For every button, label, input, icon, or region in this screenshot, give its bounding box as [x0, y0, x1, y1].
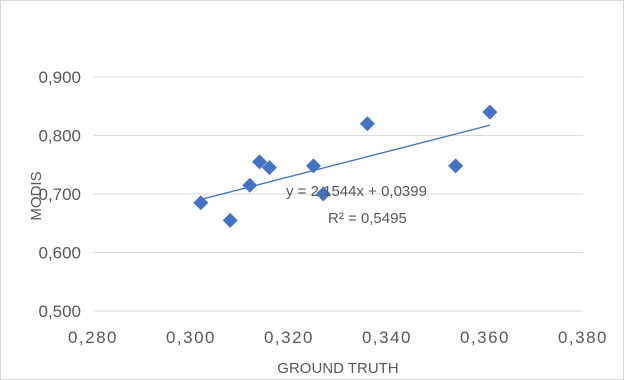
data-point — [482, 104, 498, 120]
data-point — [252, 154, 268, 170]
data-point — [222, 212, 238, 228]
y-tick-label: 0,800 — [38, 127, 81, 146]
y-axis-ticks: 0,500 0,600 0,700 0,800 0,900 — [38, 68, 81, 321]
y-tick-label: 0,600 — [38, 244, 81, 263]
x-tick-label: 0,280 — [68, 328, 118, 347]
data-point — [448, 158, 464, 174]
data-point — [306, 158, 321, 174]
y-axis-title: MODIS — [28, 171, 45, 220]
gridlines — [93, 76, 583, 312]
x-tick-label: 0,360 — [460, 328, 510, 347]
data-point — [359, 116, 375, 132]
data-point — [315, 186, 331, 202]
data-point — [242, 177, 258, 193]
x-tick-label: 0,340 — [362, 328, 412, 347]
y-tick-label: 0,500 — [38, 302, 81, 321]
x-tick-label: 0,320 — [264, 328, 314, 347]
data-points — [193, 104, 498, 228]
y-tick-label: 0,700 — [38, 185, 81, 204]
data-point — [261, 160, 277, 176]
x-tick-label: 0,380 — [558, 328, 608, 347]
trendline-equation: y = 2,1544x + 0,0399 — [286, 183, 427, 200]
y-tick-label: 0,900 — [38, 68, 81, 87]
x-tick-label: 0,300 — [166, 328, 216, 347]
x-axis-title: GROUND TRUTH — [277, 360, 398, 377]
trendline-r-squared: R² = 0,5495 — [328, 210, 407, 227]
x-axis-ticks: 0,280 0,300 0,320 0,340 0,360 0,380 — [68, 328, 608, 347]
data-point — [193, 195, 209, 211]
